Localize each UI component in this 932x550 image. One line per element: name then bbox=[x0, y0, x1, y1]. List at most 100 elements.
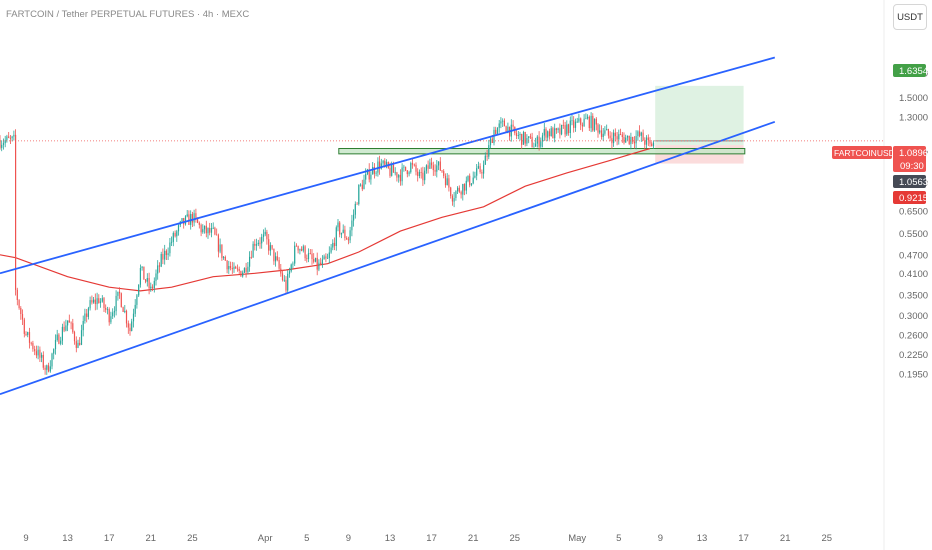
candle-body bbox=[46, 365, 48, 370]
candle-body bbox=[191, 214, 193, 223]
candle-body bbox=[373, 167, 375, 174]
time-axis[interactable]: 9 13 17 21 25 Apr 5 9 13 17 21 25 May 5 9 13 17 21 25 bbox=[23, 533, 832, 544]
candle-body bbox=[280, 268, 282, 274]
candle-body bbox=[325, 256, 327, 259]
candle-body bbox=[243, 268, 245, 273]
candle-body bbox=[335, 227, 337, 246]
candle-body bbox=[320, 262, 322, 265]
candle-body bbox=[110, 316, 112, 323]
candle-body bbox=[470, 183, 473, 186]
candle-body bbox=[122, 307, 124, 312]
candle-body bbox=[599, 130, 601, 133]
price-tick-label: 0.2250 bbox=[899, 350, 928, 361]
candle-body bbox=[58, 334, 60, 344]
candle-body bbox=[44, 367, 46, 370]
candle-body bbox=[313, 259, 315, 262]
candle-body bbox=[228, 266, 230, 270]
candle-body bbox=[20, 308, 22, 314]
candle-body bbox=[339, 222, 341, 235]
price-tick-label: 0.4700 bbox=[899, 250, 928, 261]
candle-body bbox=[229, 266, 232, 268]
candle-body bbox=[238, 269, 240, 271]
candle-body bbox=[613, 132, 615, 144]
candle-body bbox=[538, 136, 540, 147]
price-axis[interactable]: 1.80001.50001.30001.00000.80000.65000.55… bbox=[899, 68, 928, 380]
candle-body bbox=[417, 171, 419, 176]
candle-body bbox=[129, 327, 131, 331]
candle-body bbox=[89, 300, 91, 309]
candle-body bbox=[207, 228, 209, 234]
candle-body bbox=[377, 161, 379, 173]
candle-body bbox=[157, 265, 159, 274]
candle-body bbox=[564, 125, 566, 135]
channel-lower-line[interactable] bbox=[0, 120, 776, 396]
candle-body bbox=[18, 300, 20, 308]
candle-body bbox=[543, 129, 545, 136]
candle-body bbox=[292, 263, 294, 265]
candle-body bbox=[465, 180, 467, 191]
candle-body bbox=[188, 214, 190, 225]
candle-body bbox=[522, 132, 525, 145]
candlestick-series bbox=[0, 112, 655, 375]
candle-body bbox=[82, 321, 84, 331]
candle-body bbox=[9, 137, 11, 139]
symbol-tag bbox=[832, 146, 892, 159]
candle-body bbox=[432, 165, 434, 171]
candle-body bbox=[309, 253, 311, 254]
candle-body bbox=[437, 161, 440, 166]
candle-body bbox=[294, 245, 296, 264]
candle-body bbox=[328, 252, 330, 258]
candle-body bbox=[347, 239, 349, 241]
candle-body bbox=[595, 118, 597, 125]
candle-body bbox=[547, 131, 549, 138]
target-area[interactable] bbox=[655, 85, 744, 146]
time-tick-label: 17 bbox=[738, 533, 749, 544]
candle-body bbox=[113, 311, 115, 313]
candle-body bbox=[327, 258, 329, 259]
candle-body bbox=[108, 309, 110, 323]
candle-body bbox=[153, 280, 155, 288]
candle-body bbox=[481, 172, 483, 174]
candle-body bbox=[555, 128, 557, 131]
candle-body bbox=[507, 126, 509, 132]
candle-body bbox=[361, 184, 363, 190]
time-tick-label: 9 bbox=[346, 533, 351, 544]
candle-body bbox=[644, 140, 646, 145]
candle-body bbox=[288, 271, 291, 274]
candle-body bbox=[28, 332, 31, 343]
candle-body bbox=[561, 124, 563, 135]
candle-body bbox=[342, 229, 344, 233]
candle-body bbox=[259, 242, 261, 244]
time-tick-label: 9 bbox=[658, 533, 663, 544]
support-zone-rect[interactable] bbox=[338, 147, 746, 155]
candle-body bbox=[209, 228, 211, 233]
candle-body bbox=[332, 242, 334, 248]
candle-body bbox=[51, 353, 53, 367]
candle-body bbox=[105, 307, 107, 310]
currency-scale-button[interactable]: USDT bbox=[893, 4, 927, 30]
candle-body bbox=[408, 172, 410, 175]
candle-body bbox=[249, 256, 251, 267]
candle-body bbox=[314, 257, 317, 262]
candle-body bbox=[240, 271, 242, 277]
candle-body bbox=[171, 241, 173, 243]
ascending-channel[interactable] bbox=[0, 56, 776, 396]
candle-body bbox=[47, 365, 50, 372]
candle-body bbox=[550, 128, 552, 136]
candle-body bbox=[91, 300, 93, 303]
candle-body bbox=[467, 175, 469, 181]
candle-body bbox=[427, 165, 429, 169]
candle-body bbox=[609, 135, 611, 139]
candle-body bbox=[176, 231, 178, 237]
support-zone[interactable] bbox=[338, 147, 746, 155]
candle-body bbox=[593, 118, 596, 131]
candle-body bbox=[177, 225, 180, 232]
time-tick-label: Apr bbox=[258, 533, 273, 544]
candle-body bbox=[552, 128, 554, 139]
candle-body bbox=[221, 244, 223, 258]
candle-body bbox=[146, 278, 148, 282]
channel-upper-line[interactable] bbox=[0, 56, 776, 275]
time-tick-label: 21 bbox=[146, 533, 157, 544]
candle-body bbox=[502, 120, 504, 122]
